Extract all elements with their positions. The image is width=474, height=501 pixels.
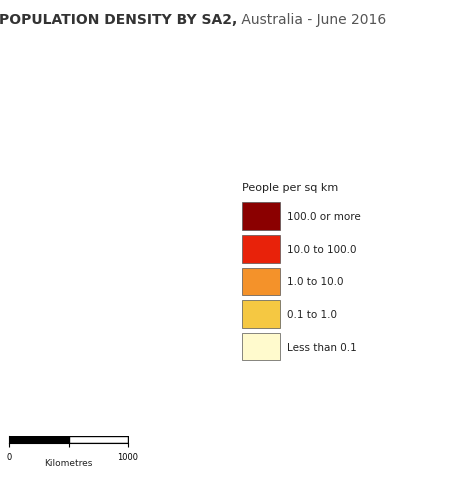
Text: 10.0 to 100.0: 10.0 to 100.0: [287, 244, 356, 254]
Text: 1.0 to 10.0: 1.0 to 10.0: [287, 277, 343, 287]
Text: 100.0 or more: 100.0 or more: [287, 212, 361, 221]
Text: 0.1 to 1.0: 0.1 to 1.0: [287, 310, 337, 319]
Text: Australia - June 2016: Australia - June 2016: [237, 13, 386, 27]
Text: Less than 0.1: Less than 0.1: [287, 342, 356, 352]
Text: Kilometres: Kilometres: [45, 458, 93, 467]
Text: POPULATION DENSITY BY SA2,: POPULATION DENSITY BY SA2,: [0, 13, 237, 27]
Text: People per sq km: People per sq km: [242, 183, 338, 193]
